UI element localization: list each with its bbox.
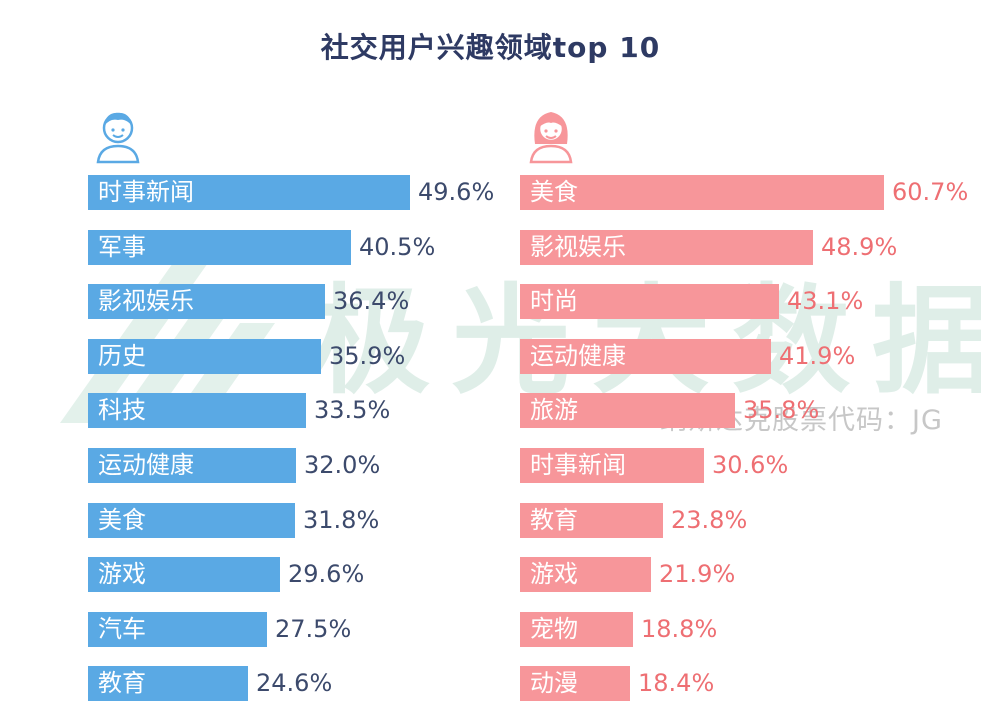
chart-title: 社交用户兴趣领域top 10 [320, 31, 661, 64]
male-bar [88, 612, 267, 647]
female-user-icon [529, 112, 573, 164]
female-bar [520, 666, 630, 701]
female-value-label: 43.1% [787, 287, 864, 315]
male-category-label: 科技 [98, 396, 146, 424]
male-value-label: 27.5% [275, 615, 352, 643]
male-category-label: 游戏 [98, 560, 146, 588]
female-bar [520, 284, 779, 319]
male-value-label: 40.5% [359, 233, 436, 261]
male-bar [88, 230, 351, 265]
female-bar [520, 503, 663, 538]
female-value-label: 35.8% [743, 396, 820, 424]
male-bar [88, 503, 295, 538]
male-value-label: 31.8% [303, 506, 380, 534]
female-bar [520, 557, 651, 592]
male-user-icon [96, 112, 140, 164]
male-category-label: 时事新闻 [98, 178, 194, 206]
female-bar [520, 175, 884, 210]
male-category-label: 军事 [98, 233, 146, 261]
male-category-label: 汽车 [98, 615, 146, 643]
female-category-label: 时尚 [530, 287, 578, 315]
male-category-label: 历史 [98, 342, 146, 370]
female-value-label: 41.9% [779, 342, 856, 370]
male-bar [88, 284, 325, 319]
female-bar [520, 393, 735, 428]
male-category-label: 教育 [98, 669, 146, 697]
female-category-label: 宠物 [530, 615, 578, 643]
female-category-label: 动漫 [530, 669, 578, 697]
female-value-label: 21.9% [659, 560, 736, 588]
female-bar [520, 448, 704, 483]
female-value-label: 60.7% [892, 178, 969, 206]
male-bar [88, 175, 410, 210]
female-category-label: 影视娱乐 [530, 233, 626, 261]
male-value-label: 32.0% [304, 451, 381, 479]
male-category-label: 美食 [98, 506, 146, 534]
female-bar [520, 230, 813, 265]
male-bar [88, 448, 296, 483]
male-bar [88, 666, 248, 701]
female-bar [520, 339, 771, 374]
female-value-label: 48.9% [821, 233, 898, 261]
male-value-label: 49.6% [418, 178, 495, 206]
male-bar [88, 557, 280, 592]
female-category-label: 教育 [530, 506, 578, 534]
male-value-label: 35.9% [329, 342, 406, 370]
female-category-label: 旅游 [530, 396, 578, 424]
female-value-label: 30.6% [712, 451, 789, 479]
male-value-label: 33.5% [314, 396, 391, 424]
female-category-label: 运动健康 [530, 342, 626, 370]
male-value-label: 36.4% [333, 287, 410, 315]
watermark-brand: 极光大数据 [312, 245, 981, 416]
female-category-label: 时事新闻 [530, 451, 626, 479]
male-bar [88, 393, 306, 428]
female-value-label: 18.8% [641, 615, 718, 643]
male-bar [88, 339, 321, 374]
male-value-label: 29.6% [288, 560, 365, 588]
male-category-label: 运动健康 [98, 451, 194, 479]
female-bar [520, 612, 633, 647]
female-category-label: 美食 [530, 178, 578, 206]
female-category-label: 游戏 [530, 560, 578, 588]
female-value-label: 18.4% [638, 669, 715, 697]
male-value-label: 24.6% [256, 669, 333, 697]
female-value-label: 23.8% [671, 506, 748, 534]
male-category-label: 影视娱乐 [98, 287, 194, 315]
